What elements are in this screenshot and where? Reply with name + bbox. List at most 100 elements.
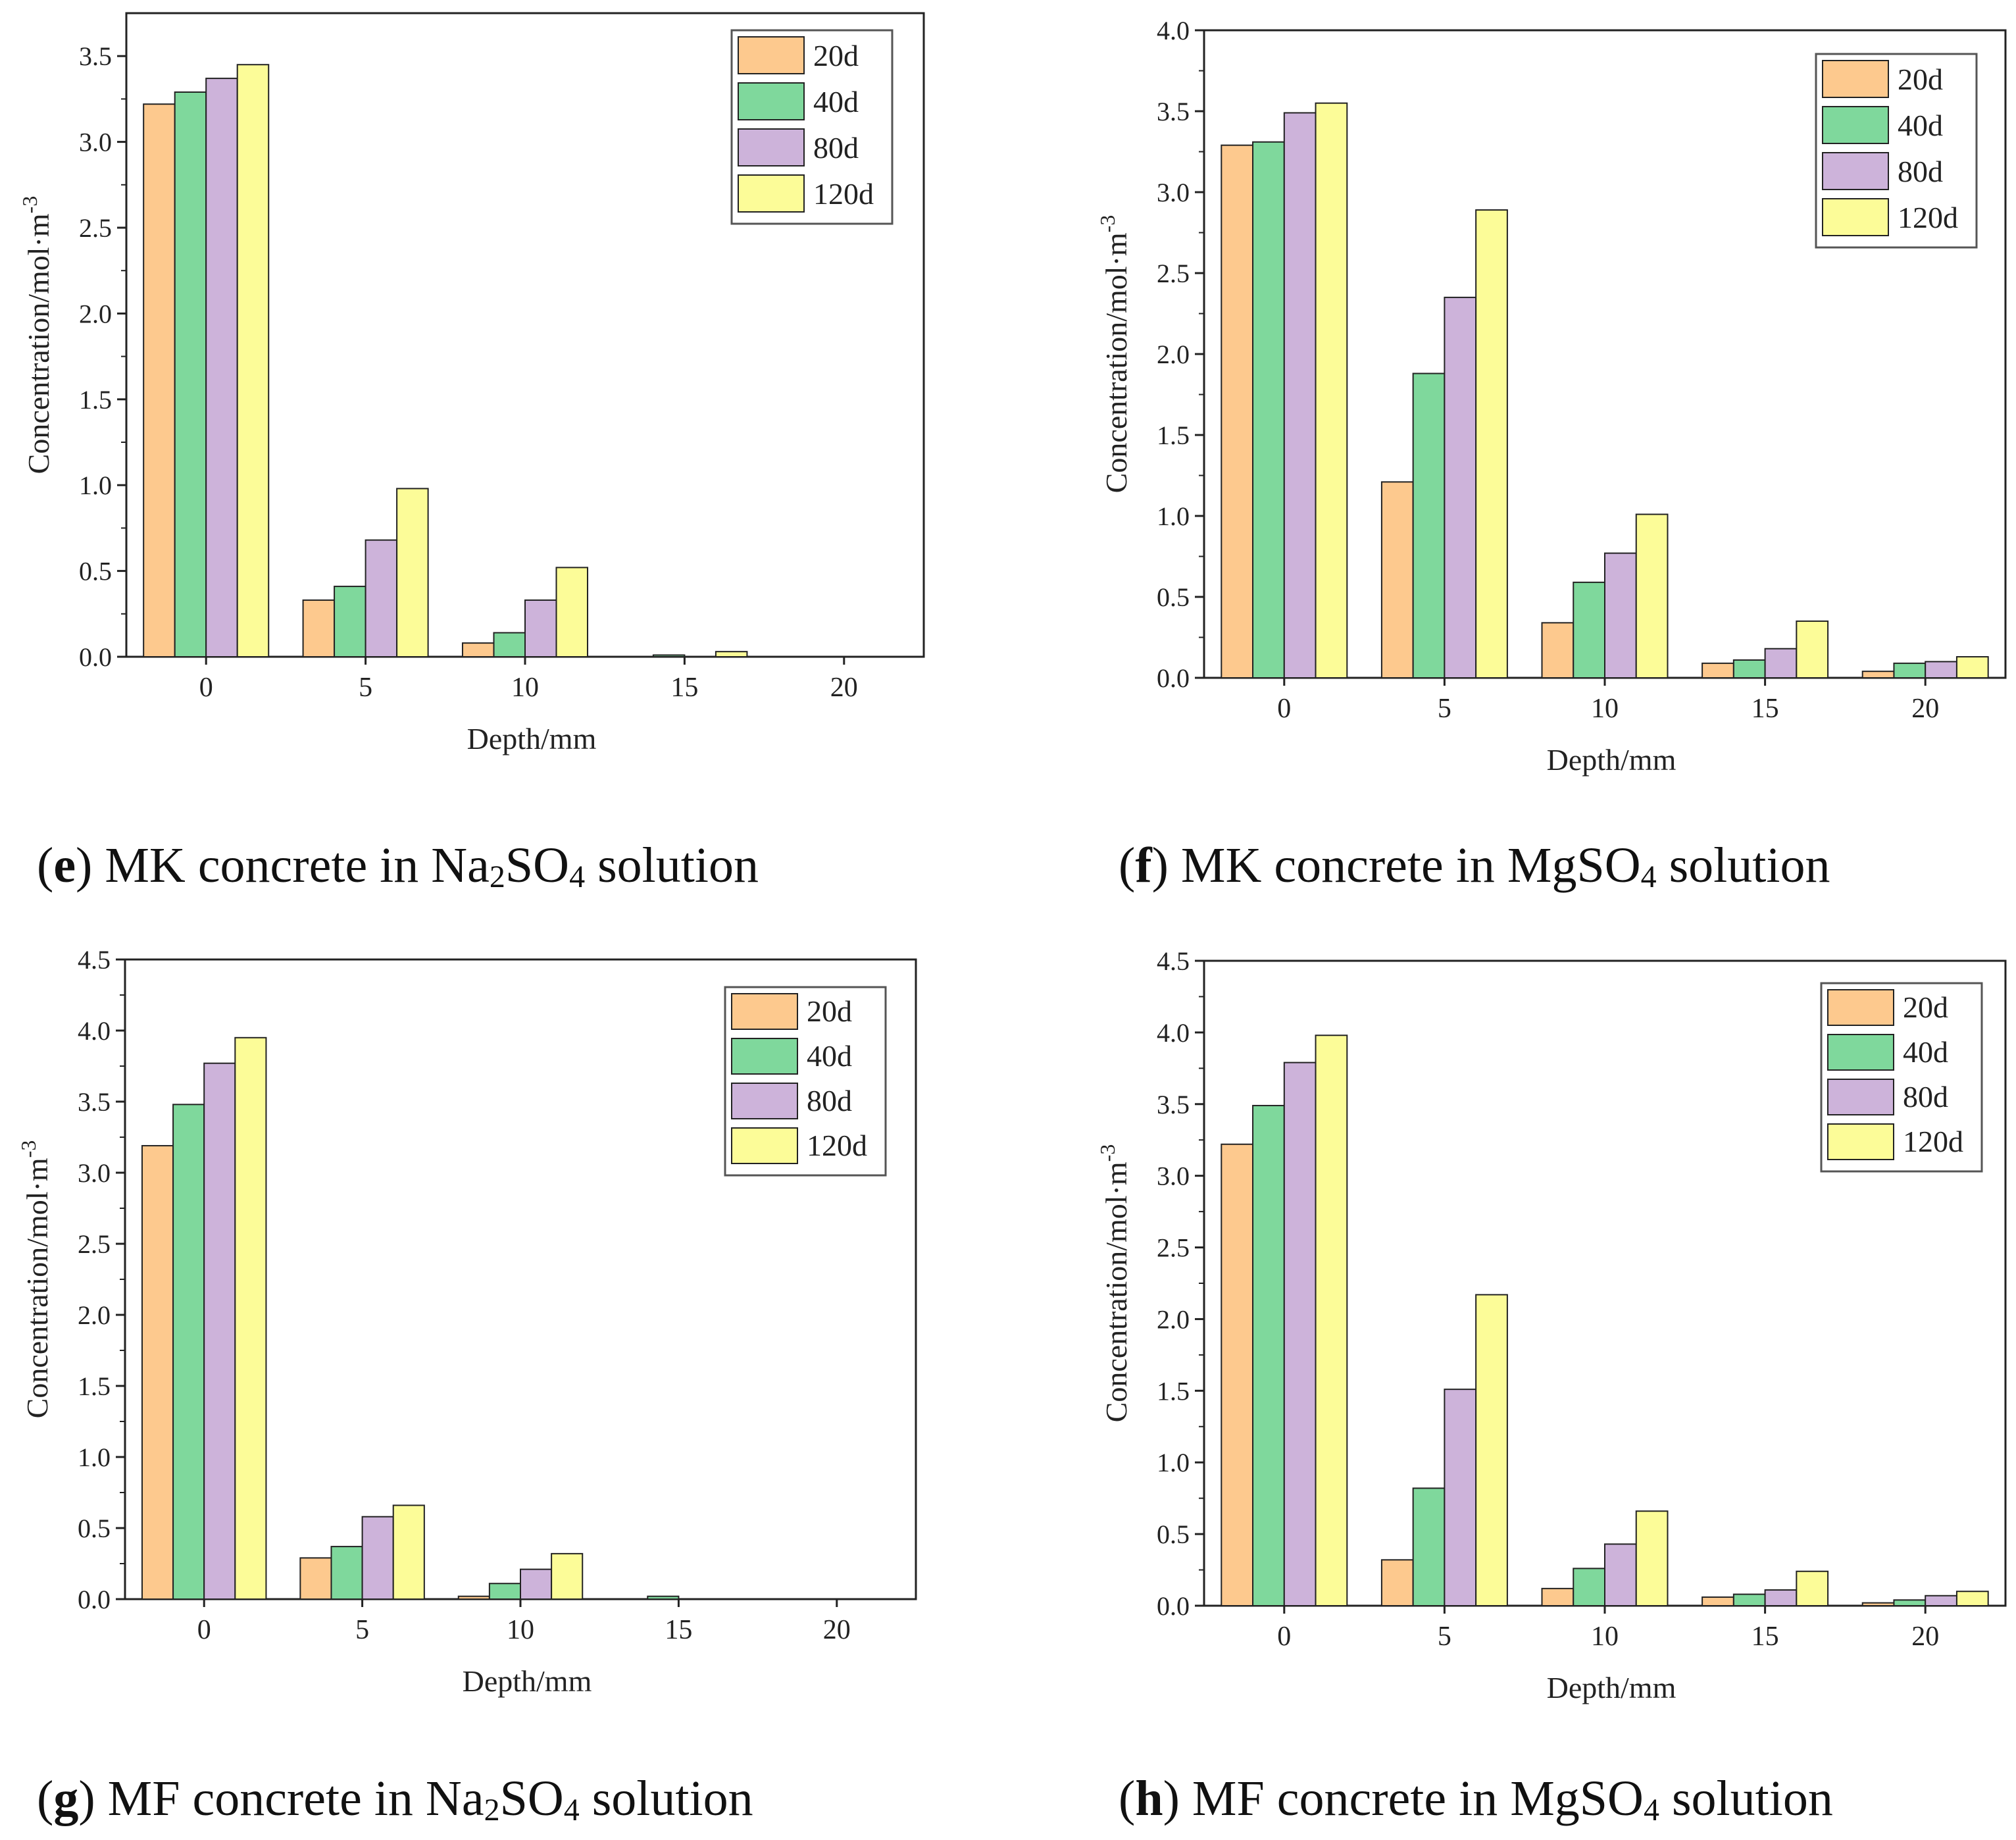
bar-40d-0 bbox=[172, 1104, 205, 1600]
legend-label-120d: 120d bbox=[813, 177, 874, 211]
bar-120d-15 bbox=[1796, 620, 1829, 679]
caption-letter: g bbox=[53, 1771, 79, 1826]
legend-swatch-40d bbox=[731, 1038, 798, 1075]
y-tick-label: 3.5 bbox=[78, 1087, 111, 1117]
bar-80d-5 bbox=[1444, 1389, 1477, 1606]
y-tick-label: 2.5 bbox=[79, 213, 112, 243]
caption-text: solution bbox=[579, 1771, 753, 1826]
bar-120d-0 bbox=[236, 64, 270, 658]
bar-80d-15 bbox=[1764, 648, 1798, 678]
legend-swatch-20d bbox=[1822, 60, 1889, 98]
x-tick-label: 15 bbox=[1751, 1622, 1779, 1652]
bar-80d-5 bbox=[1444, 296, 1477, 678]
y-tick-label: 1.0 bbox=[1157, 501, 1190, 531]
bar-20d-10 bbox=[457, 1595, 490, 1600]
caption-subscript: 4 bbox=[1643, 1793, 1659, 1827]
bar-40d-10 bbox=[488, 1583, 521, 1600]
legend-label-80d: 80d bbox=[1903, 1080, 1948, 1113]
x-axis-label: Depth/mm bbox=[467, 722, 597, 755]
y-tick-label: 3.0 bbox=[78, 1158, 111, 1188]
x-tick-label: 20 bbox=[823, 1615, 851, 1645]
bar-20d-5 bbox=[302, 599, 336, 657]
y-tick-label: 0.0 bbox=[1157, 1591, 1190, 1621]
y-tick-label: 2.0 bbox=[1157, 340, 1190, 369]
bar-40d-10 bbox=[1573, 581, 1605, 678]
x-tick-label: 10 bbox=[1591, 1622, 1619, 1652]
caption-text: solution bbox=[1659, 1771, 1833, 1826]
caption-text: ) MK concrete in MgSO bbox=[1151, 838, 1641, 893]
y-tick-label: 2.0 bbox=[1157, 1304, 1190, 1334]
y-axis-label: Concentration/mol·m-3 bbox=[16, 1140, 54, 1419]
caption-text: ) MF concrete in Na bbox=[78, 1771, 484, 1826]
bar-80d-5 bbox=[361, 1516, 394, 1600]
legend-swatch-40d bbox=[1822, 106, 1889, 144]
bar-20d-15 bbox=[1701, 662, 1734, 678]
bar-80d-20 bbox=[1925, 1595, 1957, 1607]
caption-letter: e bbox=[53, 838, 76, 893]
legend-swatch-80d bbox=[731, 1083, 798, 1119]
x-axis-label: Depth/mm bbox=[1547, 1671, 1676, 1704]
x-tick-label: 5 bbox=[355, 1615, 369, 1645]
y-tick-label: 2.0 bbox=[79, 299, 112, 328]
x-tick-label: 0 bbox=[199, 673, 213, 703]
y-axis-label-superscript: -3 bbox=[16, 1140, 40, 1158]
y-tick-label: 0.5 bbox=[1157, 1520, 1190, 1549]
y-axis-label: Concentration/mol·m-3 bbox=[18, 196, 55, 474]
chart-e: 0.0 0.5 1.0 1.5 2.0 2.5 3.0 3.5 0 5 10 15 20 Depth/mm… bbox=[18, 12, 925, 755]
bar-80d-15 bbox=[1764, 1589, 1798, 1606]
bar-40d-15 bbox=[647, 1595, 680, 1600]
bar-120d-20 bbox=[1955, 1591, 1989, 1606]
bar-20d-10 bbox=[1541, 622, 1575, 678]
x-tick-label: 15 bbox=[670, 673, 698, 703]
chart-h: 0.0 0.5 1.0 1.5 2.0 2.5 3.0 3.5 4.0 4.5 0 5 10 15 20 De… bbox=[1096, 946, 2007, 1704]
legend-label-40d: 40d bbox=[813, 85, 859, 118]
y-tick-label: 4.5 bbox=[78, 945, 111, 975]
y-tick-label: 4.0 bbox=[78, 1016, 111, 1046]
chart-g: 0.0 0.5 1.0 1.5 2.0 2.5 3.0 3.5 4.0 4.5 0 5 10 15 20 De… bbox=[16, 945, 917, 1698]
legend-swatch-80d bbox=[1822, 152, 1889, 190]
legend-swatch-120d bbox=[1822, 198, 1889, 236]
bar-120d-5 bbox=[396, 488, 429, 658]
y-axis-label-superscript: -3 bbox=[1096, 1144, 1119, 1162]
x-tick-label: 15 bbox=[665, 1615, 692, 1645]
y-tick-label: 3.0 bbox=[79, 128, 112, 157]
bar-40d-20 bbox=[1893, 1599, 1927, 1606]
y-axis-label-superscript: -3 bbox=[1096, 215, 1119, 233]
bar-120d-5 bbox=[392, 1504, 425, 1600]
bar-120d-20 bbox=[1955, 656, 1989, 679]
bar-40d-0 bbox=[1252, 1104, 1285, 1606]
y-tick-label: 2.5 bbox=[1157, 1233, 1190, 1263]
legend-swatch-120d bbox=[1827, 1123, 1894, 1160]
y-tick-label: 4.5 bbox=[1157, 946, 1190, 976]
legend-swatch-120d bbox=[738, 174, 805, 213]
bar-20d-0 bbox=[141, 1144, 174, 1600]
bar-80d-10 bbox=[524, 599, 557, 657]
legend-swatch-80d bbox=[1827, 1079, 1894, 1115]
bar-120d-15 bbox=[1796, 1570, 1829, 1607]
legend-label-80d: 80d bbox=[1898, 155, 1943, 188]
caption-text: solution bbox=[1656, 838, 1830, 893]
bar-20d-10 bbox=[461, 642, 495, 657]
bar-20d-0 bbox=[1221, 1143, 1254, 1607]
bar-80d-5 bbox=[365, 539, 398, 657]
bar-80d-0 bbox=[203, 1062, 236, 1600]
bar-40d-15 bbox=[1732, 1593, 1766, 1607]
bar-40d-5 bbox=[330, 1546, 363, 1600]
y-tick-label: 0.0 bbox=[1157, 663, 1190, 693]
legend-swatch-120d bbox=[731, 1127, 798, 1164]
bar-120d-0 bbox=[1315, 102, 1348, 678]
bar-120d-15 bbox=[715, 651, 748, 658]
caption-f: (f) MK concrete in MgSO4 solution bbox=[1119, 838, 1830, 894]
bar-120d-10 bbox=[1635, 1510, 1669, 1606]
legend-label-20d: 20d bbox=[1898, 63, 1943, 96]
bar-120d-0 bbox=[1315, 1035, 1348, 1606]
caption-g: (g) MF concrete in Na2SO4 solution bbox=[37, 1771, 753, 1827]
x-tick-label: 20 bbox=[1911, 1622, 1939, 1652]
bar-40d-5 bbox=[1412, 372, 1446, 679]
x-tick-label: 0 bbox=[1277, 694, 1291, 724]
y-axis-label: Concentration/mol·m-3 bbox=[1096, 215, 1133, 494]
caption-text: SO bbox=[499, 1771, 564, 1826]
bar-40d-5 bbox=[1412, 1487, 1446, 1606]
caption-subscript: 4 bbox=[563, 1793, 580, 1827]
